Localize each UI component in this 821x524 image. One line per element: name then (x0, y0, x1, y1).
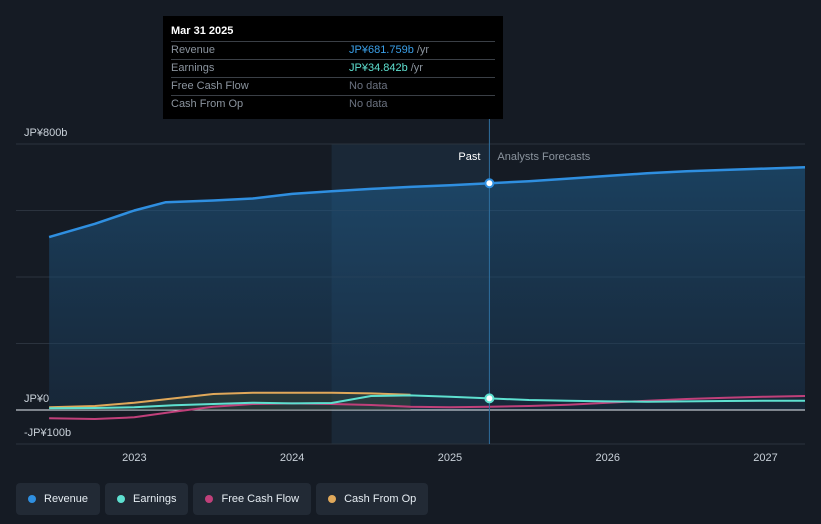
revenue-area (49, 167, 805, 410)
legend-item-revenue[interactable]: Revenue (16, 483, 101, 515)
forecast-label: Analysts Forecasts (497, 151, 590, 163)
legend-dot-icon (28, 495, 36, 503)
legend: Revenue Earnings Free Cash Flow Cash Fro… (16, 483, 433, 515)
marker-revenue (484, 178, 495, 189)
tooltip: Mar 31 2025 Revenue JP¥681.759b /yr Earn… (163, 16, 503, 119)
tooltip-value: No data (349, 98, 388, 110)
tooltip-unit: /yr (416, 44, 430, 56)
legend-dot-icon (328, 495, 337, 503)
series-line-revenue (48, 166, 806, 239)
x-tick-label: 2023 (122, 452, 146, 464)
cash-from-op-area (49, 392, 411, 410)
y-tick-label: JP¥0 (24, 393, 49, 405)
tooltip-label: Revenue (171, 44, 216, 56)
legend-dot-icon (205, 495, 214, 503)
x-tick-label: 2026 (596, 452, 620, 464)
legend-label: Revenue (44, 493, 89, 505)
tooltip-row-cash-from-op: Cash From Op No data (171, 95, 495, 113)
legend-item-cash-from-op[interactable]: Cash From Op (316, 483, 429, 515)
legend-dot-icon (117, 495, 126, 503)
x-tick-label: 2025 (438, 452, 462, 464)
tooltip-date: Mar 31 2025 (171, 25, 234, 37)
tooltip-value: JP¥34.842b (349, 62, 408, 74)
tooltip-label: Earnings (171, 62, 215, 74)
series-line-earnings (49, 394, 805, 410)
y-tick-label: JP¥800b (24, 127, 67, 139)
series-line-free-cash-flow (49, 395, 806, 420)
tooltip-value: No data (349, 80, 388, 92)
tooltip-row-revenue: Revenue JP¥681.759b /yr (171, 41, 495, 59)
tooltip-value: JP¥681.759b (349, 44, 414, 56)
tooltip-label: Cash From Op (171, 98, 244, 110)
legend-label: Free Cash Flow (221, 493, 300, 505)
legend-label: Earnings (133, 493, 177, 505)
legend-item-earnings[interactable]: Earnings (105, 483, 189, 515)
legend-label: Cash From Op (344, 493, 417, 505)
marker-earnings (484, 393, 495, 404)
past-label: Past (458, 151, 480, 163)
tooltip-label: Free Cash Flow (171, 80, 249, 92)
x-tick-label: 2027 (753, 452, 777, 464)
tooltip-row-free-cash-flow: Free Cash Flow No data (171, 77, 495, 95)
series-line-cash-from-op (49, 391, 411, 409)
tooltip-row-earnings: Earnings JP¥34.842b /yr (171, 59, 495, 77)
legend-item-free-cash-flow[interactable]: Free Cash Flow (193, 483, 312, 515)
x-tick-label: 2024 (280, 452, 304, 464)
y-tick-label: -JP¥100b (24, 427, 71, 439)
tooltip-unit: /yr (410, 62, 423, 74)
